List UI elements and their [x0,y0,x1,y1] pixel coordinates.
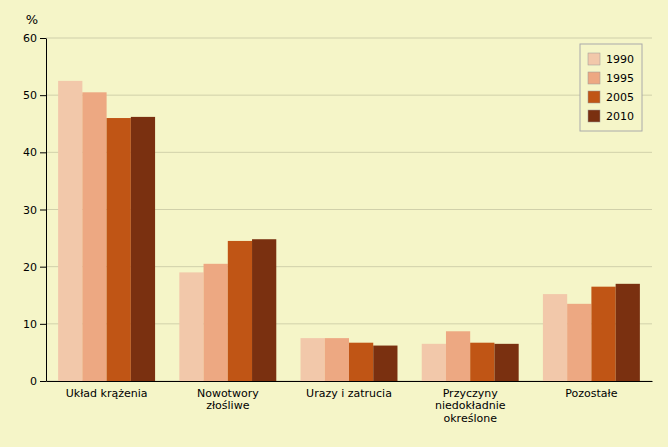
bar [567,304,591,381]
legend-box [580,44,642,131]
bar [373,346,397,381]
y-tick-mark [40,38,46,39]
y-tick-label: 60 [23,32,37,45]
x-tick: Nowotworyzłośliwe [197,381,259,412]
legend-swatch [588,72,600,84]
x-tick: Przyczynyniedokładnieokreślone [435,381,506,425]
bar-series [58,81,567,381]
x-tick: Układ krążenia [66,381,148,400]
y-tick-label: 20 [23,261,37,274]
bar-series [82,92,591,381]
legend-label: 2005 [606,91,634,104]
x-tick-label: Urazy i zatrucia [306,387,392,400]
x-tick-label-line: Pozostałe [565,387,617,400]
x-axis: Układ krążenia Nowotworyzłośliwe Urazy i z… [47,381,653,425]
x-tick-label-line: Nowotwory [197,387,259,400]
x-tick: Urazy i zatrucia [306,381,392,400]
legend-item: 2005 [588,91,634,104]
grid-line [46,38,652,39]
legend-label: 2010 [606,110,634,123]
chart-container: 0 10 20 30 40 50 60 Układ krążenia Nowotworyzłoś… [0,0,668,447]
bar [446,331,470,381]
y-axis-line [46,39,47,382]
y-tick-label: 50 [23,89,37,102]
y-tick-label: 0 [30,375,37,388]
legend-item: 2010 [588,110,634,123]
grid-line [46,95,652,96]
bar-series [107,118,616,381]
bar [107,118,131,381]
chart-svg: 0 10 20 30 40 50 60 Układ krążenia Nowotworyzłoś… [0,0,668,447]
bar [616,284,640,381]
y-tick-mark [40,381,46,382]
x-tick-label-line: Przyczyny [443,387,499,400]
x-tick-label: Układ krążenia [66,387,148,400]
y-tick: 30 [23,204,46,217]
y-tick-mark [40,210,46,211]
bars [58,81,640,381]
legend: 1990 1995 2005 2010 [580,44,642,131]
x-tick-label: Nowotworyzłośliwe [197,387,259,413]
x-tick-label-line: złośliwe [206,399,249,412]
y-tick-label: 10 [23,318,37,331]
bar [179,272,203,381]
y-tick: 0 [30,375,46,388]
bar [82,92,106,381]
x-tick-label-line: określone [443,412,497,425]
y-tick-mark [40,324,46,325]
y-axis: 0 10 20 30 40 50 60 [23,32,47,388]
bar [204,264,228,381]
y-tick-mark [40,95,46,96]
x-tick-label-line: Urazy i zatrucia [306,387,392,400]
legend-label: 1995 [606,72,634,85]
y-tick: 40 [23,146,46,159]
bar [349,343,373,381]
bar [301,338,325,381]
bar [543,294,567,381]
x-tick-label: Przyczynyniedokładnieokreślone [435,387,506,425]
bar [591,287,615,381]
y-tick: 60 [23,32,46,45]
bar [470,343,494,381]
legend-swatch [588,110,600,122]
x-tick: Pozostałe [565,381,617,400]
x-tick-label-line: niedokładnie [435,399,506,412]
x-tick-label: Pozostałe [565,387,617,400]
grid [46,38,652,381]
bar [494,344,518,381]
y-tick-label: 30 [23,204,37,217]
y-tick-mark [40,152,46,153]
bar [325,338,349,381]
y-tick: 50 [23,89,46,102]
y-tick-mark [40,267,46,268]
bar [58,81,82,381]
bar [228,241,252,381]
y-axis-title: % [26,12,38,27]
bar [252,239,276,381]
legend-label: 1990 [606,53,634,66]
y-tick: 10 [23,318,46,331]
bar-series [131,117,640,381]
x-tick-label-line: Układ krążenia [66,387,148,400]
legend-swatch [588,91,600,103]
plot-root: 0 10 20 30 40 50 60 Układ krążenia Nowotworyzłoś… [23,12,653,425]
x-axis-line [47,381,653,382]
legend-swatch [588,53,600,65]
bar [131,117,155,381]
y-tick-label: 40 [23,146,37,159]
y-tick: 20 [23,261,46,274]
bar [422,344,446,381]
legend-item: 1990 [588,53,634,66]
legend-item: 1995 [588,72,634,85]
